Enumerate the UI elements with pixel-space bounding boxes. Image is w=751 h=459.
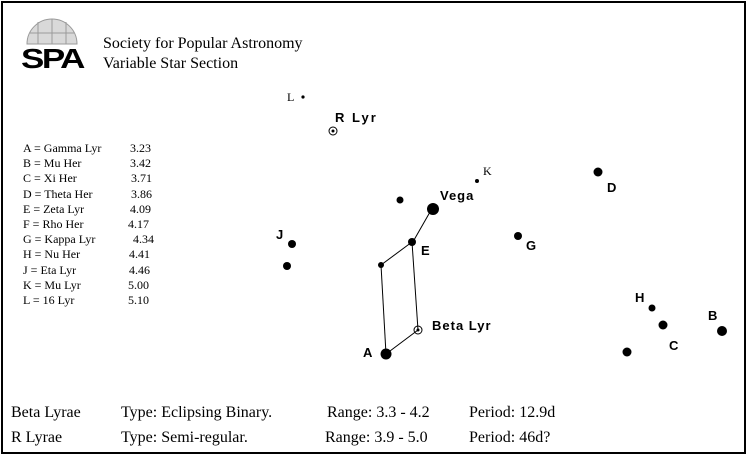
label-vega: Vega	[440, 188, 474, 203]
label-b: B	[708, 308, 717, 323]
variable-star-r-lyr	[328, 126, 338, 136]
legend-star: C = Xi Her	[23, 171, 77, 186]
legend-star: L = 16 Lyr	[23, 292, 75, 307]
label-d: D	[607, 180, 616, 195]
legend-magnitude: 3.86	[131, 186, 152, 201]
legend-magnitude: 5.00	[128, 277, 149, 292]
legend-magnitude: 4.46	[129, 262, 150, 277]
legend-star: A = Gamma Lyr	[23, 141, 102, 155]
legend-star: G = Kappa Lyr	[23, 232, 96, 247]
info-range: Range: 3.3 - 4.2	[327, 404, 430, 421]
info-period: Period: 46d?	[469, 429, 551, 446]
star-j	[288, 240, 296, 248]
spa-logo: SPA	[21, 18, 88, 74]
label-k: K	[483, 164, 492, 178]
legend-star: E = Zeta Lyr	[23, 201, 85, 216]
legend-star: J = Eta Lyr	[23, 262, 77, 277]
label-j: J	[276, 227, 283, 242]
chart-frame	[1, 1, 746, 454]
org-name: Society for Popular Astronomy	[103, 35, 303, 52]
info-type: Type: Semi-regular.	[121, 429, 248, 446]
legend-magnitude: 3.42	[130, 156, 151, 171]
star-l	[301, 95, 305, 99]
star-d	[593, 167, 603, 177]
label-r-lyr: R Lyr	[335, 110, 378, 125]
legend-magnitude: 4.41	[129, 247, 150, 262]
star-g	[514, 232, 522, 240]
legend-star: B = Mu Her	[23, 156, 82, 171]
logo-text: SPA	[21, 42, 85, 74]
line-e-beta	[411, 241, 419, 331]
star-zeta2	[378, 262, 384, 268]
section-name: Variable Star Section	[103, 55, 239, 72]
legend-magnitude: 4.17	[128, 216, 149, 231]
info-range: Range: 3.9 - 5.0	[325, 429, 428, 446]
label-beta-lyr: Beta Lyr	[432, 318, 492, 333]
info-type: Type: Eclipsing Binary.	[121, 404, 273, 421]
star-b	[717, 326, 727, 336]
line-zeta2-a	[380, 264, 387, 355]
legend-star: F = Rho Her	[23, 216, 84, 231]
legend-magnitude: 3.23	[130, 141, 151, 155]
legend-magnitude: 3.71	[131, 171, 152, 186]
label-e: E	[421, 243, 430, 258]
info-period: Period: 12.9d	[469, 404, 556, 421]
star-unlabeled-2	[396, 196, 404, 204]
legend-magnitude: 5.10	[128, 292, 149, 307]
label-a: A	[363, 345, 373, 360]
legend-magnitude: 4.34	[133, 232, 154, 247]
legend-star: D = Theta Her	[23, 186, 93, 201]
line-e-zeta2	[380, 241, 413, 266]
label-g: G	[526, 238, 536, 253]
star-e	[408, 238, 416, 246]
star-c	[658, 320, 668, 330]
star-vega	[427, 203, 439, 215]
constellation-lines	[380, 211, 431, 355]
legend-star: H = Nu Her	[23, 247, 81, 262]
label-c: C	[669, 338, 679, 353]
label-l: L	[287, 90, 294, 104]
variable-star-beta-lyr	[413, 325, 423, 335]
line-e-vega	[413, 211, 431, 241]
star-a	[380, 348, 392, 360]
star-k	[475, 179, 479, 183]
star-h	[648, 304, 656, 312]
label-h: H	[635, 290, 644, 305]
line-a-beta	[385, 329, 419, 355]
info-star-name: Beta Lyrae	[11, 404, 81, 421]
legend-star: K = Mu Lyr	[23, 277, 81, 292]
stars	[283, 95, 727, 360]
legend-magnitude: 4.09	[130, 201, 151, 216]
info-star-name: R Lyrae	[11, 429, 63, 446]
star-unlabeled-1	[283, 262, 291, 270]
header-title: Society for Popular Astronomy Variable S…	[103, 34, 303, 74]
star-f	[622, 347, 632, 357]
